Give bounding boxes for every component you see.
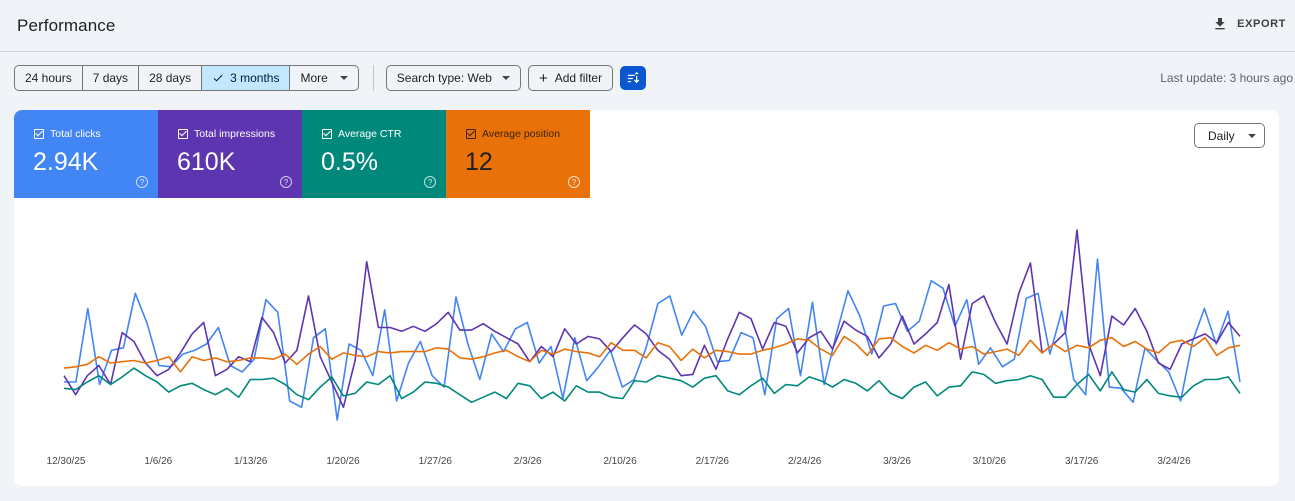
export-button[interactable]: EXPORT (1212, 16, 1286, 32)
x-tick-label: 3/10/26 (973, 456, 1007, 467)
metric-total-clicks[interactable]: Total clicks 2.94K ? (14, 110, 158, 198)
search-type-label: Search type: Web (396, 71, 492, 85)
metric-average-position[interactable]: Average position 12 ? (446, 110, 590, 198)
caret-down-icon (501, 76, 510, 80)
help-icon[interactable]: ? (280, 176, 292, 188)
x-tick-label: 3/3/26 (883, 456, 911, 467)
x-tick-label: 1/13/26 (234, 456, 268, 467)
performance-card: Total clicks 2.94K ? Total impressions 6… (14, 110, 1279, 486)
metric-average-ctr[interactable]: Average CTR 0.5% ? (302, 110, 446, 198)
more-label: More (300, 71, 328, 85)
x-tick-label: 3/17/26 (1065, 456, 1099, 467)
granularity-label: Daily (1208, 128, 1235, 143)
date-range-7-days[interactable]: 7 days (83, 66, 140, 90)
x-tick-label: 2/3/26 (514, 456, 542, 467)
date-range-label: 28 days (149, 71, 192, 85)
x-tick-label: 3/24/26 (1157, 456, 1191, 467)
checkbox-icon[interactable] (34, 129, 44, 139)
page-header: Performance EXPORT (0, 0, 1295, 52)
x-tick-label: 2/24/26 (788, 456, 822, 467)
add-filter-button[interactable]: + Add filter (527, 65, 614, 91)
toolbar-divider (372, 65, 374, 91)
date-range-more-dropdown[interactable]: More (290, 66, 357, 90)
filter-toolbar: 24 hours 7 days 28 days 3 months More Se… (14, 65, 647, 91)
metric-value: 12 (465, 148, 493, 176)
checkbox-icon[interactable] (178, 129, 188, 139)
filter-list-icon (627, 71, 639, 83)
export-label: EXPORT (1237, 18, 1286, 30)
date-range-24-hours[interactable]: 24 hours (15, 66, 83, 90)
series-line-total-clicks (64, 258, 1241, 421)
performance-line-chart[interactable]: 12/30/25 1/6/26 1/13/26 1/20/26 1/27/26 2/3/2… (14, 110, 1279, 486)
date-range-selector: 24 hours 7 days 28 days 3 months More (14, 65, 359, 91)
series-line-average-ctr (63, 367, 1241, 404)
add-filter-label: Add filter (554, 71, 603, 85)
metric-label: Average position (482, 128, 561, 140)
date-range-label: 24 hours (25, 71, 72, 85)
granularity-dropdown[interactable]: Daily (1194, 123, 1265, 148)
check-icon (213, 74, 223, 82)
help-icon[interactable]: ? (136, 176, 148, 188)
help-icon[interactable]: ? (424, 176, 436, 188)
help-icon[interactable]: ? (568, 176, 580, 188)
metric-value: 0.5% (321, 148, 378, 176)
filter-settings-button[interactable] (620, 66, 647, 90)
metric-label: Total clicks (50, 128, 101, 140)
metric-label: Average CTR (338, 128, 402, 140)
x-tick-label: 2/10/26 (603, 456, 637, 467)
page-title: Performance (17, 16, 116, 35)
checkbox-icon[interactable] (322, 129, 332, 139)
date-range-label: 3 months (230, 71, 280, 85)
checkbox-icon[interactable] (466, 129, 476, 139)
date-range-label: 7 days (92, 71, 129, 85)
x-tick-label: 1/27/26 (419, 456, 453, 467)
x-tick-label: 12/30/25 (47, 456, 86, 467)
plus-icon: + (538, 69, 548, 87)
last-update-text: Last update: 3 hours ago (1160, 71, 1293, 85)
x-tick-label: 2/17/26 (696, 456, 730, 467)
metric-value: 610K (177, 148, 236, 176)
caret-down-icon (1247, 133, 1256, 138)
date-range-28-days[interactable]: 28 days (139, 66, 203, 90)
metric-total-impressions[interactable]: Total impressions 610K ? (158, 110, 302, 198)
metric-label: Total impressions (194, 128, 276, 140)
caret-down-icon (339, 76, 348, 80)
series-line-average-position (63, 335, 1241, 373)
date-range-3-months[interactable]: 3 months (202, 66, 291, 90)
x-tick-label: 1/20/26 (326, 456, 360, 467)
x-tick-label: 1/6/26 (144, 456, 172, 467)
download-icon (1215, 18, 1225, 30)
search-type-dropdown[interactable]: Search type: Web (385, 65, 521, 91)
metric-value: 2.94K (33, 148, 99, 176)
